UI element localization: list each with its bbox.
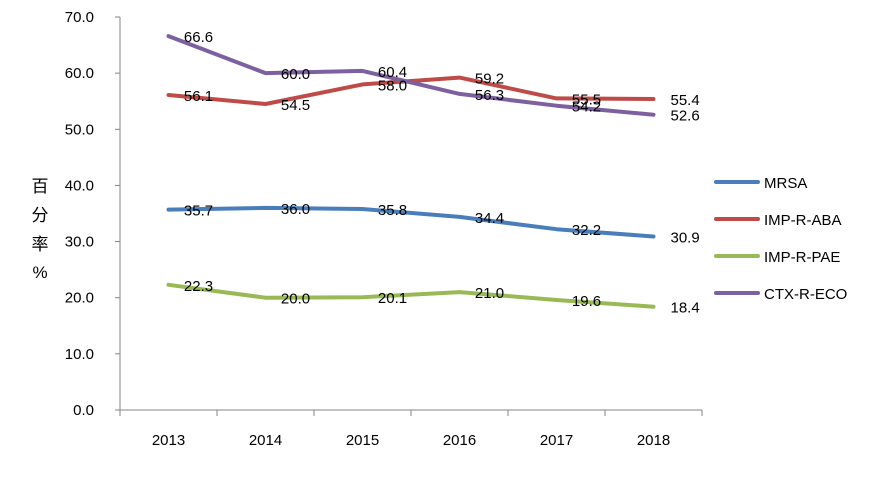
x-tick-label: 2013: [152, 432, 185, 449]
x-tick-label: 2017: [540, 432, 573, 449]
y-tick-label: 40.0: [65, 177, 94, 194]
data-label-ctx-r-eco: 54.2: [572, 99, 601, 116]
y-tick-label: 20.0: [65, 290, 94, 307]
legend: MRSA IMP-R-ABA IMP-R-PAE CTX-R-ECO: [714, 175, 847, 303]
y-tick-label: 30.0: [65, 234, 94, 251]
data-label-imp-r-pae: 21.0: [475, 285, 504, 302]
y-tick-label: 10.0: [65, 346, 94, 363]
y-tick-label: 50.0: [65, 121, 94, 138]
legend-label-imp-r-aba: IMP-R-ABA: [764, 212, 842, 229]
axes: 0.0 10.0 20.0 30.0 40.0 50.0 60.0 70.0 2013 2014 2…: [65, 9, 703, 449]
data-labels: 35.7 36.0 35.8 34.4 32.2 30.9 56.1 54.5 58.0 59.2…: [184, 29, 700, 317]
data-label-mrsa: 32.2: [572, 222, 601, 239]
data-label-ctx-r-eco: 60.0: [281, 66, 310, 83]
data-label-ctx-r-eco: 66.6: [184, 29, 213, 46]
y-axis-label-char: 分: [32, 206, 49, 225]
data-label-imp-r-aba: 55.4: [671, 92, 700, 109]
data-label-imp-r-pae: 19.6: [572, 293, 601, 310]
data-label-imp-r-aba: 55.5: [572, 91, 601, 108]
data-label-imp-r-pae: 22.3: [184, 278, 213, 295]
x-tick-label: 2016: [443, 432, 476, 449]
data-label-mrsa: 34.4: [475, 210, 504, 227]
data-label-ctx-r-eco: 52.6: [671, 108, 700, 125]
series-lines: [166, 34, 656, 309]
x-tick-label: 2018: [637, 432, 670, 449]
series-line-ctx-r-eco: [166, 34, 656, 117]
series-line-imp-r-pae: [166, 282, 656, 309]
data-label-imp-r-pae: 20.1: [378, 290, 407, 307]
y-tick-label: 0.0: [73, 402, 94, 419]
data-label-imp-r-aba: 58.0: [378, 77, 407, 94]
data-label-ctx-r-eco: 56.3: [475, 87, 504, 104]
data-label-imp-r-aba: 56.1: [184, 88, 213, 105]
x-tick-label: 2015: [346, 432, 379, 449]
data-label-mrsa: 36.0: [281, 201, 310, 218]
data-label-ctx-r-eco: 60.4: [378, 64, 407, 81]
legend-label-imp-r-pae: IMP-R-PAE: [764, 249, 840, 266]
legend-label-ctx-r-eco: CTX-R-ECO: [764, 286, 847, 303]
data-label-imp-r-aba: 54.5: [281, 97, 310, 114]
data-label-mrsa: 35.8: [378, 202, 407, 219]
y-tick-label: 60.0: [65, 65, 94, 82]
series-line-mrsa: [166, 205, 656, 239]
data-label-imp-r-pae: 18.4: [671, 300, 700, 317]
y-axis-label-char: 率: [32, 235, 49, 254]
y-axis-label: 百分率%: [32, 177, 49, 282]
legend-label-mrsa: MRSA: [764, 175, 807, 192]
data-label-imp-r-pae: 20.0: [281, 291, 310, 308]
data-label-mrsa: 35.7: [184, 203, 213, 220]
data-label-imp-r-aba: 59.2: [475, 71, 504, 88]
y-tick-label: 70.0: [65, 9, 94, 26]
x-tick-label: 2014: [249, 432, 282, 449]
y-axis-label-char: 百: [32, 177, 49, 196]
y-axis-label-char: %: [32, 263, 47, 282]
data-label-mrsa: 30.9: [671, 230, 700, 247]
